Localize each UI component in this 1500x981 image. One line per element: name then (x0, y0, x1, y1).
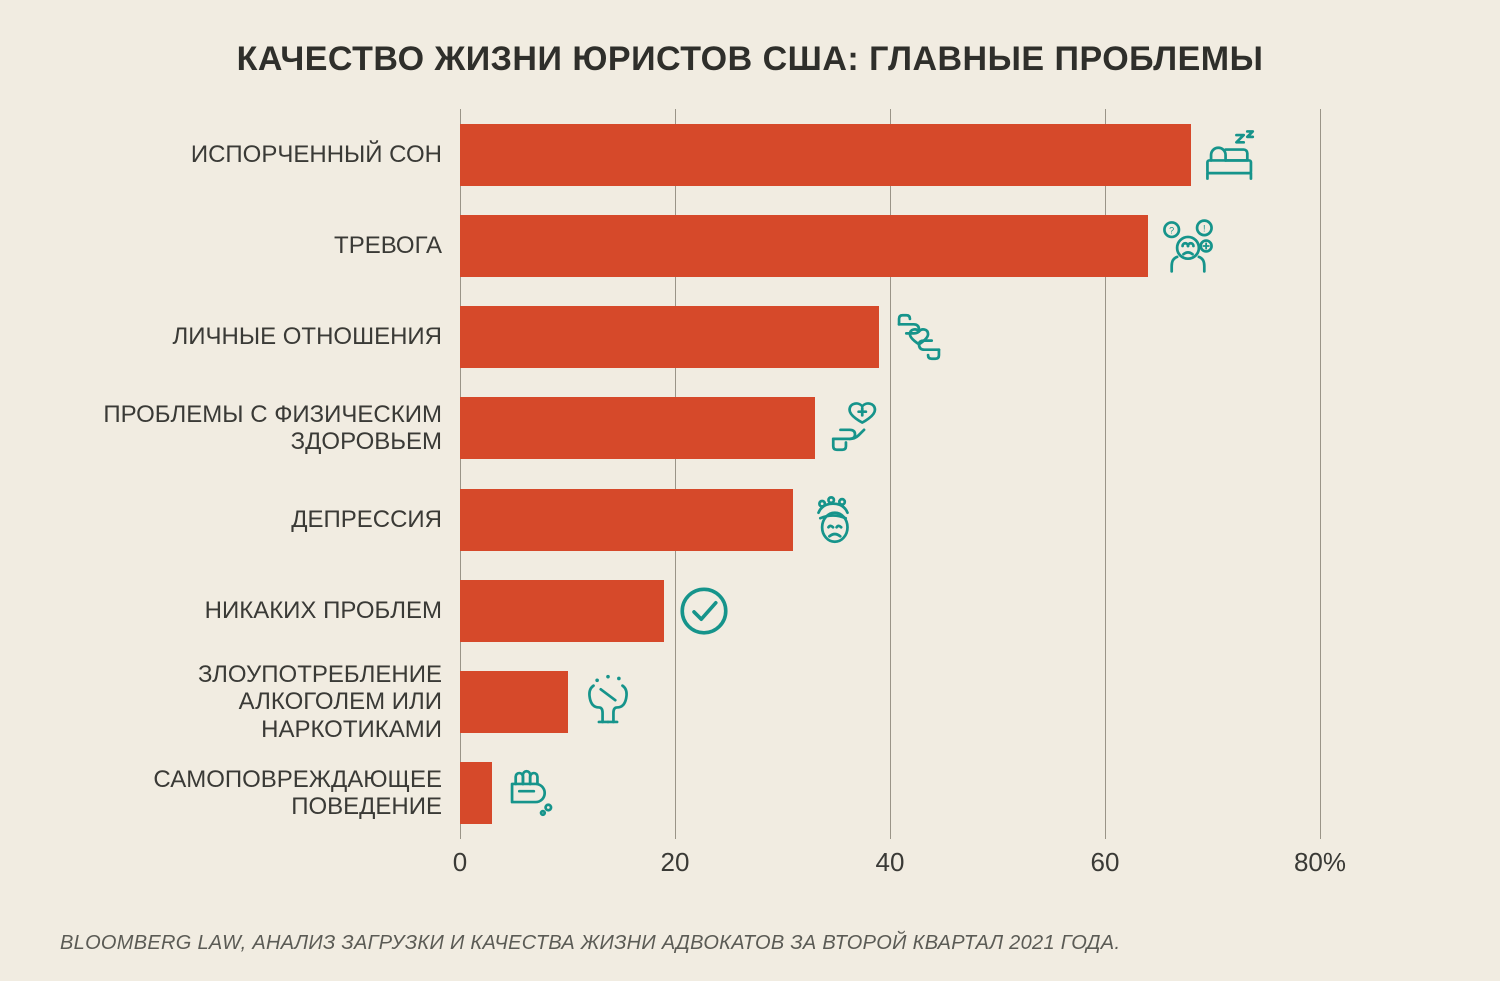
bar (460, 215, 1148, 277)
bar-row: ДЕПРЕССИЯ (460, 489, 1320, 551)
sleep-icon (1199, 123, 1263, 187)
svg-text:!: ! (1203, 223, 1206, 233)
self-harm-icon (500, 761, 564, 825)
page: КАЧЕСТВО ЖИЗНИ ЮРИСТОВ США: ГЛАВНЫЕ ПРОБ… (0, 0, 1500, 981)
bar-label: ЗЛОУПОТРЕБЛЕНИЕ АЛКОГОЛЕМ ИЛИ НАРКОТИКАМ… (80, 661, 460, 744)
bar-label: ПРОБЛЕМЫ С ФИЗИЧЕСКИМ ЗДОРОВЬЕМ (80, 401, 460, 456)
hands-heart-icon (887, 305, 951, 369)
anxiety-icon: ? ! (1156, 214, 1220, 278)
bar-row: ЗЛОУПОТРЕБЛЕНИЕ АЛКОГОЛЕМ ИЛИ НАРКОТИКАМ… (460, 671, 1320, 733)
bar-label: ЛИЧНЫЕ ОТНОШЕНИЯ (80, 323, 460, 351)
x-axis-label: 0 (453, 847, 467, 878)
health-icon (823, 396, 887, 460)
chart-area: ИСПОРЧЕННЫЙ СОН ТРЕВОГА ? ! ЛИЧНЫЕ ОТНОШ… (460, 109, 1320, 879)
bars-container: ИСПОРЧЕННЫЙ СОН ТРЕВОГА ? ! ЛИЧНЫЕ ОТНОШ… (460, 109, 1320, 839)
bar-label: САМОПОВРЕЖДАЮЩЕЕ ПОВЕДЕНИЕ (80, 766, 460, 821)
x-axis-label: 80% (1294, 847, 1346, 878)
x-axis-label: 20 (661, 847, 690, 878)
bar-row: ТРЕВОГА ? ! (460, 215, 1320, 277)
gridline (1320, 109, 1321, 839)
check-icon (672, 579, 736, 643)
bar-row: НИКАКИХ ПРОБЛЕМ (460, 580, 1320, 642)
bar (460, 580, 664, 642)
bar (460, 762, 492, 824)
bar (460, 124, 1191, 186)
source-caption: BLOOMBERG LAW, АНАЛИЗ ЗАГРУЗКИ И КАЧЕСТВ… (60, 932, 1120, 955)
x-axis: 020406080% (460, 839, 1320, 879)
bar (460, 489, 793, 551)
svg-text:?: ? (1169, 225, 1174, 235)
bar-label: ИСПОРЧЕННЫЙ СОН (80, 141, 460, 169)
bar (460, 671, 568, 733)
bar-label: ДЕПРЕССИЯ (80, 506, 460, 534)
x-axis-label: 60 (1091, 847, 1120, 878)
bar (460, 306, 879, 368)
drinks-icon (576, 670, 640, 734)
chart-title: КАЧЕСТВО ЖИЗНИ ЮРИСТОВ США: ГЛАВНЫЕ ПРОБ… (60, 40, 1440, 79)
bar-row: ПРОБЛЕМЫ С ФИЗИЧЕСКИМ ЗДОРОВЬЕМ (460, 397, 1320, 459)
bar-label: НИКАКИХ ПРОБЛЕМ (80, 597, 460, 625)
bar-row: ИСПОРЧЕННЫЙ СОН (460, 124, 1320, 186)
bar-label: ТРЕВОГА (80, 232, 460, 260)
bar-row: ЛИЧНЫЕ ОТНОШЕНИЯ (460, 306, 1320, 368)
depression-icon (801, 488, 865, 552)
x-axis-label: 40 (876, 847, 905, 878)
bar-row: САМОПОВРЕЖДАЮЩЕЕ ПОВЕДЕНИЕ (460, 762, 1320, 824)
bar (460, 397, 815, 459)
